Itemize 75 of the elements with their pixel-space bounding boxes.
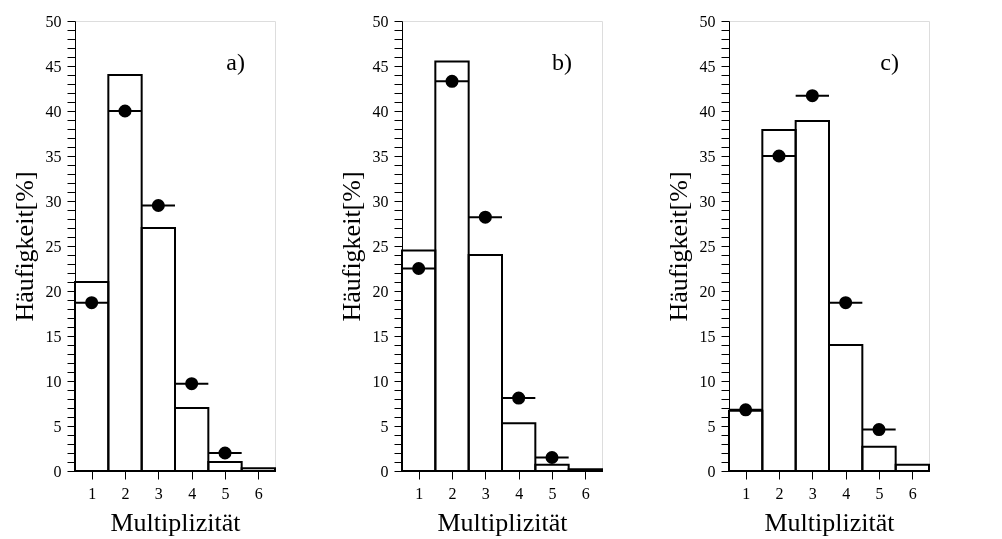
x-tick-label: 1 xyxy=(742,484,751,502)
x-tick-label: 5 xyxy=(548,484,557,502)
y-tick-label: 30 xyxy=(372,192,389,210)
y-tick-label: 5 xyxy=(707,417,716,435)
y-tick-label: 25 xyxy=(699,237,716,255)
point xyxy=(85,296,99,310)
y-tick-label: 35 xyxy=(699,147,716,165)
x-tick-label: 4 xyxy=(515,484,524,502)
point xyxy=(118,104,132,118)
y-tick-label: 10 xyxy=(372,372,389,390)
x-tick-label: 2 xyxy=(448,484,457,502)
x-tick-label: 3 xyxy=(481,484,490,502)
y-tick-label: 40 xyxy=(699,102,716,120)
x-tick-label: 3 xyxy=(808,484,817,502)
annotation: c) xyxy=(880,49,899,75)
y-tick-label: 10 xyxy=(699,372,716,390)
point xyxy=(872,423,886,437)
x-tick-label: 2 xyxy=(775,484,784,502)
y-tick-label: 0 xyxy=(707,462,716,480)
y-tick-label: 30 xyxy=(45,192,62,210)
y-tick-label: 30 xyxy=(699,192,716,210)
y-axis-title: Häufigkeit[%] xyxy=(336,171,366,322)
point xyxy=(478,210,492,224)
y-tick-label: 50 xyxy=(699,12,716,30)
point xyxy=(805,89,819,103)
x-axis-title: Multiplizität xyxy=(110,507,242,537)
y-tick-label: 5 xyxy=(380,417,389,435)
y-tick-label: 20 xyxy=(45,282,62,300)
point xyxy=(412,261,426,276)
y-tick-label: 15 xyxy=(45,327,62,345)
point xyxy=(545,450,559,465)
x-axis-title: Multiplizität xyxy=(764,507,896,537)
y-tick-label: 50 xyxy=(45,12,62,30)
y-axis-title: Häufigkeit[%] xyxy=(9,171,39,322)
y-tick-label: 20 xyxy=(699,282,716,300)
point xyxy=(739,403,753,417)
y-tick-label: 25 xyxy=(372,237,389,255)
point xyxy=(185,377,199,391)
y-tick-label: 40 xyxy=(372,102,389,120)
y-tick-label: 35 xyxy=(372,147,389,165)
x-tick-label: 4 xyxy=(842,484,851,502)
point xyxy=(218,446,232,460)
y-tick-label: 15 xyxy=(372,327,389,345)
y-tick-label: 10 xyxy=(45,372,62,390)
y-tick-label: 0 xyxy=(380,462,389,480)
y-tick-label: 45 xyxy=(372,57,389,75)
y-tick-label: 35 xyxy=(45,147,62,165)
point xyxy=(445,74,459,88)
point xyxy=(512,391,526,405)
annotation: b) xyxy=(552,49,572,75)
x-tick-label: 1 xyxy=(88,484,97,502)
x-tick-label: 6 xyxy=(908,484,917,502)
y-tick-label: 45 xyxy=(699,57,716,75)
x-tick-label: 2 xyxy=(121,484,130,502)
y-tick-label: 20 xyxy=(372,282,389,300)
point xyxy=(839,296,853,310)
x-tick-label: 5 xyxy=(221,484,230,502)
y-tick-label: 50 xyxy=(372,12,389,30)
x-tick-label: 6 xyxy=(254,484,263,502)
y-tick-label: 5 xyxy=(53,417,62,435)
x-tick-label: 6 xyxy=(581,484,590,502)
x-axis-title: Multiplizität xyxy=(437,507,569,537)
annotation: a) xyxy=(226,49,245,75)
x-tick-label: 4 xyxy=(188,484,197,502)
x-tick-label: 3 xyxy=(154,484,163,502)
y-tick-label: 0 xyxy=(53,462,62,480)
x-tick-label: 5 xyxy=(875,484,884,502)
x-tick-label: 1 xyxy=(415,484,424,502)
y-axis-title: Häufigkeit[%] xyxy=(663,171,693,322)
y-tick-label: 40 xyxy=(45,102,62,120)
point xyxy=(151,198,165,213)
y-tick-label: 25 xyxy=(45,237,62,255)
point xyxy=(772,149,786,163)
y-tick-label: 45 xyxy=(45,57,62,75)
y-tick-label: 15 xyxy=(699,327,716,345)
